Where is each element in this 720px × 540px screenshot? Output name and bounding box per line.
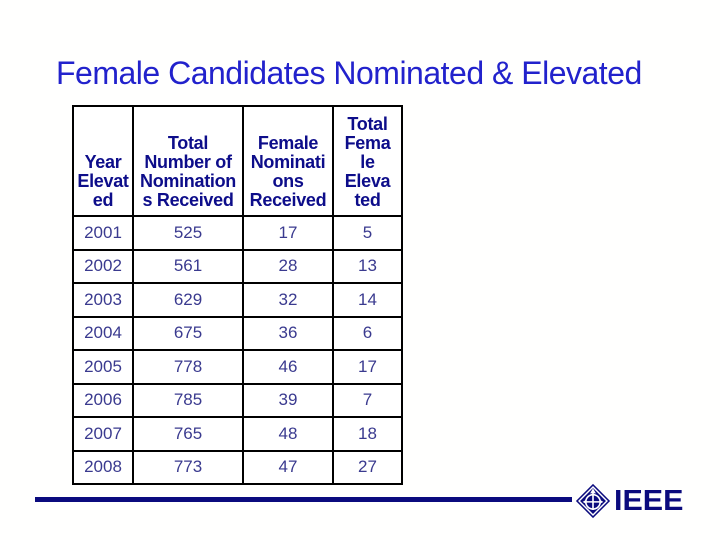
ieee-brand: IEEE <box>575 483 684 519</box>
cell-total-nominations: 561 <box>132 248 244 284</box>
ieee-diamond-icon <box>575 483 611 519</box>
cell-female-elevated: 18 <box>332 416 403 452</box>
table-row: 2008 773 47 27 <box>72 449 403 485</box>
header-cell-female-nominations: Female Nominati ons Received <box>242 105 334 217</box>
cell-year: 2008 <box>72 449 134 485</box>
cell-female-elevated: 17 <box>332 349 403 385</box>
header-cell-total-nominations: Total Number of Nomination s Received <box>132 105 244 217</box>
cell-total-nominations: 629 <box>132 282 244 318</box>
cell-total-nominations: 773 <box>132 449 244 485</box>
table-row: 2007 765 48 18 <box>72 416 403 452</box>
table-row: 2005 778 46 17 <box>72 349 403 385</box>
cell-female-nominations: 36 <box>242 315 334 351</box>
cell-female-elevated: 13 <box>332 248 403 284</box>
table-row: 2002 561 28 13 <box>72 248 403 284</box>
table-row: 2003 629 32 14 <box>72 282 403 318</box>
cell-total-nominations: 675 <box>132 315 244 351</box>
cell-year: 2001 <box>72 215 134 251</box>
cell-female-elevated: 5 <box>332 215 403 251</box>
cell-female-nominations: 48 <box>242 416 334 452</box>
cell-year: 2003 <box>72 282 134 318</box>
footer-divider-line <box>35 497 572 502</box>
cell-year: 2007 <box>72 416 134 452</box>
cell-total-nominations: 765 <box>132 416 244 452</box>
cell-total-nominations: 778 <box>132 349 244 385</box>
ieee-wordmark: IEEE <box>614 485 684 517</box>
header-cell-total-female-elevated: Total Fema le Eleva ted <box>332 105 403 217</box>
cell-female-elevated: 27 <box>332 449 403 485</box>
cell-total-nominations: 785 <box>132 382 244 418</box>
table-row: 2006 785 39 7 <box>72 382 403 418</box>
cell-year: 2004 <box>72 315 134 351</box>
cell-female-nominations: 32 <box>242 282 334 318</box>
cell-female-elevated: 7 <box>332 382 403 418</box>
table-row: 2004 675 36 6 <box>72 315 403 351</box>
header-cell-year-elevated: Year Elevat ed <box>72 105 134 217</box>
page-title: Female Candidates Nominated & Elevated <box>56 55 642 91</box>
cell-female-elevated: 6 <box>332 315 403 351</box>
cell-year: 2002 <box>72 248 134 284</box>
cell-female-nominations: 47 <box>242 449 334 485</box>
cell-year: 2006 <box>72 382 134 418</box>
cell-year: 2005 <box>72 349 134 385</box>
nominations-table: Year Elevat ed Total Number of Nominatio… <box>72 105 403 485</box>
cell-female-nominations: 39 <box>242 382 334 418</box>
cell-total-nominations: 525 <box>132 215 244 251</box>
cell-female-nominations: 17 <box>242 215 334 251</box>
table-header-row: Year Elevat ed Total Number of Nominatio… <box>72 105 403 217</box>
table-row: 2001 525 17 5 <box>72 215 403 251</box>
cell-female-elevated: 14 <box>332 282 403 318</box>
cell-female-nominations: 28 <box>242 248 334 284</box>
cell-female-nominations: 46 <box>242 349 334 385</box>
